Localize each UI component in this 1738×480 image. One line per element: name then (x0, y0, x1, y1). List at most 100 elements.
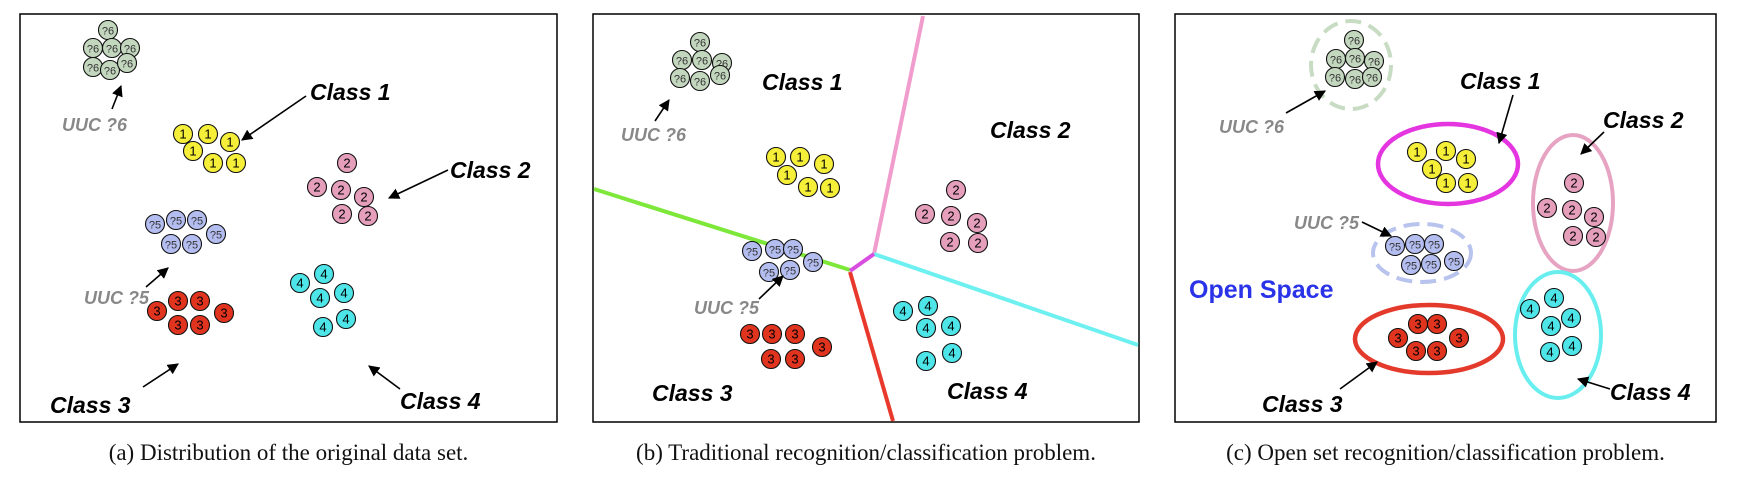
class1-node-circle (1457, 172, 1479, 194)
uuc5-sample-node: ?5 (165, 209, 187, 231)
class2-node-circle (1536, 197, 1558, 219)
class1-node-label: 1 (1428, 162, 1435, 177)
class1-node-circle (776, 164, 798, 186)
class2-node-label: 2 (1590, 210, 1597, 225)
class2-node-circle (966, 212, 988, 234)
class3-node-label: 3 (768, 327, 775, 342)
uuc6-sample-node: ?6 (119, 37, 141, 59)
class2-node-circle (336, 152, 358, 174)
uuc5-sample-node: ?5 (205, 223, 227, 245)
class4-sample-node: 4 (1560, 307, 1582, 329)
class1-sample-node: 1 (789, 146, 811, 168)
class2-node-label: 2 (343, 156, 350, 171)
class2-label: Class 2 (450, 157, 531, 183)
class3-node-label: 3 (1412, 344, 1419, 359)
class2-sample-node: 2 (1562, 225, 1584, 247)
boundary-ellipse-uuc5 (1371, 222, 1473, 284)
class4-node-circle (940, 315, 962, 337)
class4-node-label: 4 (924, 299, 931, 314)
class1-node-label: 1 (226, 135, 233, 150)
uuc5-sample-node: ?5 (1423, 233, 1445, 255)
class4-sample-node: 4 (892, 300, 914, 322)
class3-node-label: 3 (174, 294, 181, 309)
class1-node-label: 1 (1413, 145, 1420, 160)
uuc6-node-label: ?6 (106, 44, 118, 56)
boundary-magenta (848, 252, 876, 273)
uuc6-node-label: ?6 (121, 59, 133, 71)
class1-sample-node: 1 (1421, 158, 1443, 180)
uuc6-node-label: ?6 (694, 38, 706, 50)
class2-sample-node: 2 (330, 179, 352, 201)
class1-node-label: 1 (189, 144, 196, 159)
uuc6-node-label: ?6 (1366, 73, 1378, 85)
class2-node-label: 2 (360, 190, 367, 205)
class3-node-label: 3 (1433, 344, 1440, 359)
uuc6-label-c: UUC ?6 (1219, 117, 1285, 137)
class4-label-c: Class 4 (1610, 379, 1691, 405)
class1-node-circle (202, 152, 224, 174)
uuc5-sample-node: ?5 (779, 259, 801, 281)
uuc6-node-label: ?6 (1368, 57, 1380, 69)
class4-node-circle (335, 308, 357, 330)
class3-node-label: 3 (196, 318, 203, 333)
uuc5-node-circle (741, 240, 763, 262)
class4-sample-node: 4 (940, 315, 962, 337)
class4-node-label: 4 (948, 346, 955, 361)
uuc5-sample-node: ?5 (1384, 235, 1406, 257)
uuc6-sample-node: ?6 (689, 31, 711, 53)
boundary-ellipse-uuc6 (1309, 19, 1393, 111)
class3-node-label: 3 (153, 304, 160, 319)
class2-sample-node: 2 (1563, 172, 1585, 194)
uuc6-sample-node: ?6 (689, 70, 711, 92)
class4-sample-node: 4 (1540, 315, 1562, 337)
boundary-ellipse-class2 (1531, 133, 1615, 273)
class3-label-c: Class 3 (1262, 391, 1343, 417)
class1-sample-node: 1 (1435, 172, 1457, 194)
class1-node-circle (813, 153, 835, 175)
uuc5-node-circle (181, 233, 203, 255)
class3-sample-node: 3 (784, 348, 806, 370)
arrow-class1 (241, 95, 307, 141)
uuc5-node-label: ?5 (1389, 242, 1401, 254)
uuc6-sample-node: ?6 (1325, 48, 1347, 70)
class3-node-circle (1448, 327, 1470, 349)
class1-sample-node: 1 (219, 131, 241, 153)
uuc6-sample-node: ?6 (1324, 66, 1346, 88)
uuc6-sample-node: ?6 (669, 67, 691, 89)
class3-sample-node: 3 (189, 314, 211, 336)
uuc6-sample-node: ?6 (1361, 66, 1383, 88)
class2-sample-node: 2 (306, 176, 328, 198)
uuc6-node-circle (709, 64, 731, 86)
class1-node-circle (225, 152, 247, 174)
class4-node-label: 4 (316, 291, 323, 306)
class1-node-circle (1421, 158, 1443, 180)
uuc6-node-circle (116, 52, 138, 74)
class1-node-label: 1 (232, 156, 239, 171)
class4-node-label: 4 (922, 354, 929, 369)
class3-label-b: Class 3 (652, 380, 733, 406)
class2-sample-node: 2 (353, 186, 375, 208)
uuc6-sample-node: ?6 (1343, 29, 1365, 51)
boundary-ellipse-class3 (1352, 302, 1506, 376)
class4-sample-node: 4 (333, 282, 355, 304)
class1-node-circle (1435, 140, 1457, 162)
uuc5-node-label: ?5 (186, 240, 198, 252)
class2-node-circle (1561, 199, 1583, 221)
class4-node-circle (1519, 298, 1541, 320)
uuc5-sample-node: ?5 (1400, 254, 1422, 276)
class4-node-label: 4 (320, 267, 327, 282)
uuc6-node-label: ?6 (694, 77, 706, 89)
class4-node-label: 4 (1550, 291, 1557, 306)
class3-sample-node: 3 (739, 323, 761, 345)
uuc5-sample-node: ?5 (758, 261, 780, 283)
class4-node-label: 4 (947, 319, 954, 334)
class3-node-label: 3 (220, 306, 227, 321)
class2-node-label: 2 (973, 216, 980, 231)
class2-node-circle (1583, 206, 1605, 228)
uuc6-node-label: ?6 (102, 26, 114, 38)
class1-sample-node: 1 (172, 123, 194, 145)
